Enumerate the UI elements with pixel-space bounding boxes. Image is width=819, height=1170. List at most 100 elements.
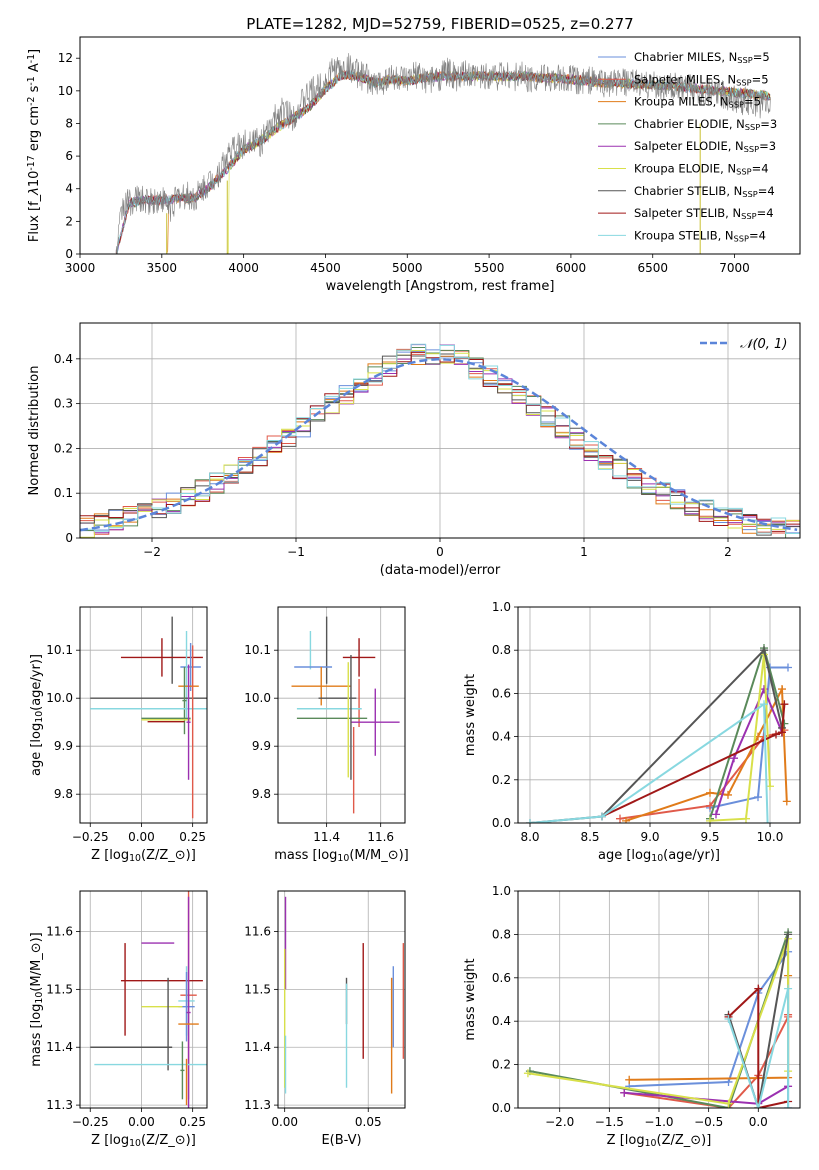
x-axis-label: Z [log10(Z/Z_⊙)] [91, 1133, 196, 1149]
x-tick-label: 4000 [228, 261, 259, 275]
text-part: Salpeter STELIB, N [634, 206, 741, 220]
spectrum-panel: 3000 3500 4000 4500 5000 5500 6000 6500 7000 0 2 4 6… [26, 36, 801, 294]
plus-marker [724, 1099, 733, 1108]
mass-weight-vs-metallicity-panel: −2.0 −1.5 −1.0 −0.5 0.0 0.0 0.2 0.4 0.6 0.8 1.0 Z [… [463, 884, 801, 1149]
text-part: (Z/Z [141, 1133, 168, 1148]
y-tick-label: 11.6 [46, 925, 73, 939]
subscript: SSP [745, 122, 760, 132]
plus-marker [706, 788, 714, 797]
y-axis-label: Flux [f_λ10-17 erg cm-2 s-1 A-1] [26, 49, 42, 242]
x-axis-label: wavelength [Angstrom, rest frame] [326, 279, 555, 294]
y-tick-label: 0.4 [492, 1014, 511, 1028]
y-tick-label: 11.3 [244, 1098, 271, 1112]
text-part: s [27, 85, 42, 96]
y-tick-label: 0.0 [492, 1101, 511, 1115]
text-part: erg cm [27, 106, 42, 155]
x-tick-label: 3500 [147, 261, 178, 275]
y-tick-label: 9.8 [54, 787, 73, 801]
text-part: =5 [752, 72, 769, 86]
plus-marker [782, 797, 791, 806]
text-part: mass [log [29, 1004, 44, 1067]
y-tick-label: 0.0 [492, 816, 511, 830]
y-axis-label: mass weight [463, 674, 478, 756]
text-part: )] [186, 848, 196, 863]
y-tick-label: 1.0 [492, 600, 511, 614]
plus-marker [730, 754, 738, 763]
y-tick-label: 9.9 [252, 739, 271, 753]
x-tick-label: 8.5 [580, 830, 599, 844]
x-tick-label: 0.00 [128, 1115, 155, 1129]
subscript: 10 [651, 853, 663, 864]
legend-entry: 𝒩(0, 1) [740, 337, 787, 352]
math-part: _λ [27, 187, 42, 202]
legend-entry: Salpeter ELODIE, NSSP=3 [634, 139, 776, 154]
math-part: _⊙ [167, 1133, 185, 1148]
plus-marker [784, 663, 792, 672]
y-tick-label: 9.8 [252, 787, 271, 801]
legend-entry: Chabrier MILES, NSSP=5 [634, 50, 770, 65]
plot-area [526, 644, 792, 823]
text-part: age [log [598, 848, 651, 863]
y-tick-label: 4 [65, 182, 73, 196]
x-tick-label: 4500 [310, 261, 341, 275]
x-tick-label: 5500 [474, 261, 505, 275]
text-part: ] [27, 49, 42, 54]
plus-marker [772, 730, 780, 739]
x-tick-label: 5000 [392, 261, 423, 275]
y-tick-label: 10.0 [244, 691, 271, 705]
x-tick-label: −1 [287, 545, 305, 559]
plot-area [523, 928, 793, 1108]
plus-marker [784, 930, 793, 939]
text-part: wavelength [Angstrom, rest frame] [326, 279, 555, 294]
text-part: =3 [760, 117, 777, 131]
figure-title: PLATE=1282, MJD=52759, FIBERID=0525, z=0… [246, 15, 633, 33]
weight-line [529, 702, 769, 823]
x-axis-label: Z [log10(Z/Z_⊙)] [607, 1133, 712, 1149]
text-part: E(B-V) [321, 1133, 361, 1148]
superscript: -1 [26, 76, 37, 85]
plus-marker [784, 1104, 793, 1108]
age-vs-metallicity-panel: −0.25 0.00 0.259.89.910.010.1Z [log10(Z/Z_… [29, 606, 208, 864]
x-tick-label: 9.5 [700, 830, 719, 844]
y-tick-label: 11.5 [244, 982, 271, 996]
axes-frame [277, 890, 406, 1109]
y-tick-label: 12 [58, 51, 73, 65]
subscript: SSP [736, 77, 751, 87]
text-part: Z [log [91, 848, 129, 863]
age-vs-mass-panel: 11.4 11.6 9.8 9.9 10.0 10.1 mass [log10(M/M_⊙)… [244, 606, 409, 864]
superscript: -1 [26, 54, 37, 63]
x-tick-label: 0 [436, 545, 444, 559]
x-tick-label: 11.6 [367, 830, 394, 844]
y-tick-label: 10.0 [46, 691, 73, 705]
plot-area [291, 616, 400, 814]
x-axis-label: age [log10(age/yr)] [598, 848, 720, 864]
plus-marker [622, 816, 630, 823]
text-part: =5 [744, 95, 761, 109]
legend-entry: Kroupa STELIB, NSSP=4 [634, 228, 766, 243]
plot-area [283, 896, 405, 1094]
text-part: Chabrier STELIB, N [634, 184, 742, 198]
text-part: A [27, 63, 42, 76]
weight-line [727, 986, 789, 1108]
subscript: SSP [734, 233, 749, 243]
axes-frame [517, 606, 801, 824]
y-tick-label: 1.0 [492, 884, 511, 898]
text-part: (M/M [349, 848, 381, 863]
plus-marker [620, 1088, 629, 1097]
y-tick-label: 9.9 [54, 739, 73, 753]
y-axis-label: age [log10(age/yr)] [29, 654, 45, 776]
y-axis-label: mass [log10(M/M_⊙)] [29, 932, 45, 1067]
text-part: )] [701, 1133, 711, 1148]
y-tick-label: 0.2 [54, 441, 73, 455]
mass-weight-vs-age-panel: 8.0 8.5 9.0 9.5 10.0 0.0 0.2 0.4 0.6 0.8 1.0 age [l… [463, 600, 801, 864]
axes-frame [79, 36, 801, 255]
plus-marker [784, 984, 793, 993]
text-part: Salpeter ELODIE, N [634, 139, 744, 153]
text-part: Chabrier MILES, N [634, 50, 737, 64]
text-part: (age/yr)] [29, 654, 44, 711]
plus-marker [760, 646, 768, 655]
text-part: )] [29, 932, 44, 942]
subscript: SSP [736, 167, 751, 177]
text-part: mass weight [463, 674, 478, 756]
